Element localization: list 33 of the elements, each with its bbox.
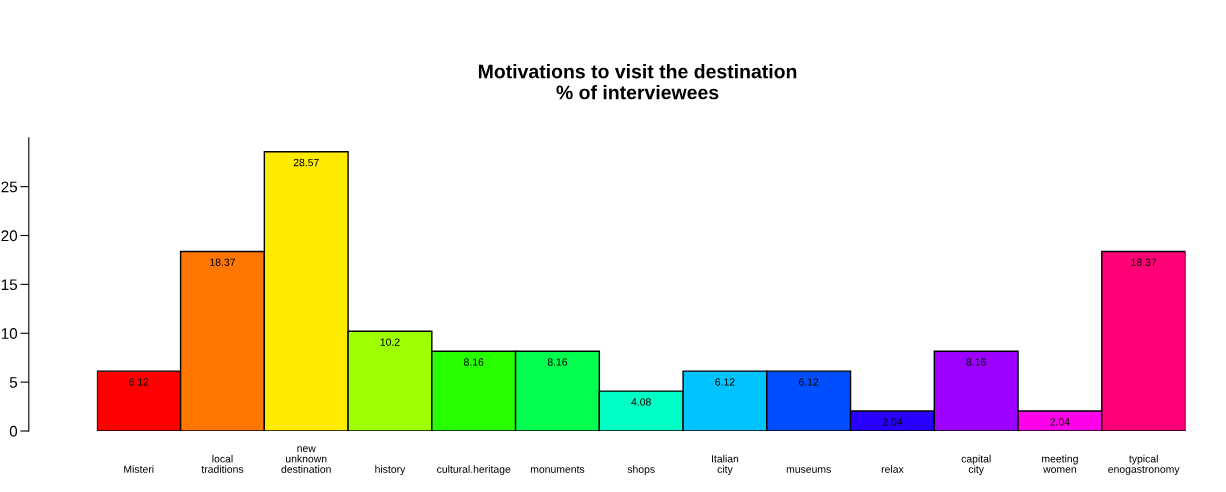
- y-tick-label: 20: [1, 230, 18, 242]
- x-tick-label: history: [375, 465, 406, 475]
- x-tick-label: shops: [627, 465, 655, 475]
- y-tick-label: 15: [1, 279, 18, 291]
- y-tick-label: 5: [9, 377, 18, 388]
- data-label: 8.16: [966, 358, 986, 366]
- y-tick-label: 25: [1, 181, 18, 193]
- data-label: 4.08: [631, 398, 651, 406]
- x-tick-label: local traditions: [201, 454, 244, 473]
- data-label: 18.37: [1131, 258, 1157, 266]
- data-label: 6.12: [799, 378, 819, 386]
- x-tick-label: cultural.heritage: [437, 465, 511, 475]
- x-tick-label: meeting women: [1042, 454, 1078, 473]
- data-label: 28.57: [293, 158, 319, 167]
- x-tick-label: typical enogastronomy: [1108, 454, 1180, 475]
- data-label: 6.12: [715, 378, 735, 386]
- y-tick-label: 10: [1, 328, 18, 339]
- data-label: 10.2: [380, 338, 400, 346]
- data-label: 2.04: [1050, 418, 1070, 426]
- x-tick-label: new unknown destination: [281, 446, 331, 473]
- x-tick-label: museums: [786, 467, 831, 473]
- x-tick-label: capital city: [961, 454, 991, 475]
- y-tick-label: 0: [9, 425, 18, 437]
- x-tick-label: Italian city: [712, 454, 739, 475]
- data-label: 18.37: [210, 258, 235, 266]
- data-label: 2.04: [882, 418, 903, 426]
- x-tick-label: relax: [881, 465, 904, 473]
- x-tick-label: monuments: [530, 466, 585, 473]
- data-label: 8.16: [464, 358, 484, 366]
- x-tick-label: Misteri: [124, 465, 154, 473]
- data-label: 8.16: [547, 358, 568, 366]
- chart-title: Motivations to visit the destination % of interviewees: [478, 64, 797, 100]
- data-label: 6.12: [129, 378, 149, 386]
